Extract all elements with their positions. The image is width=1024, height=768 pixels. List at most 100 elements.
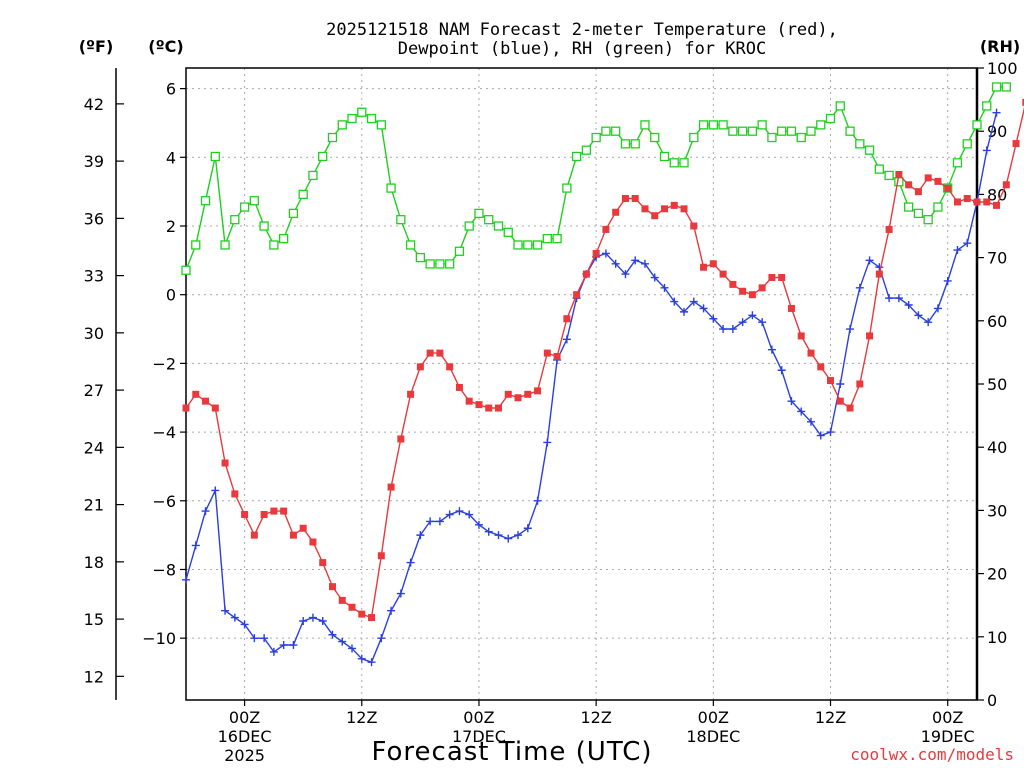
fahrenheit-tick-label: 18 — [84, 553, 104, 572]
fahrenheit-tick-label: 30 — [84, 324, 104, 343]
temperature-point — [748, 291, 756, 299]
temperature-point — [563, 315, 571, 323]
dewpoint-point — [387, 606, 396, 615]
dewpoint-point — [767, 345, 776, 354]
rh-point — [493, 221, 504, 231]
rh-point — [308, 170, 318, 181]
temperature-point — [934, 177, 942, 185]
temperature-point — [973, 198, 981, 206]
temperature-point — [260, 511, 268, 519]
dewpoint-point — [904, 301, 913, 309]
fahrenheit-tick-label: 15 — [84, 610, 104, 629]
dewpoint-point — [924, 318, 933, 327]
rh-point — [620, 139, 631, 149]
rh-point — [737, 126, 748, 136]
temperature-point — [729, 280, 737, 288]
rh-point — [279, 233, 289, 244]
dewpoint-point — [455, 507, 464, 516]
dewpoint-point — [699, 304, 708, 313]
rh-point — [210, 151, 220, 162]
rh-point — [933, 202, 943, 212]
fahrenheit-tick-label: 33 — [84, 267, 104, 286]
temperature-point — [524, 390, 532, 398]
rh-tick-label: 50 — [987, 375, 1007, 394]
time-tick-label: 00Z — [229, 708, 260, 727]
dewpoint-point — [992, 108, 1001, 117]
dewpoint-point — [348, 644, 357, 653]
rh-point — [347, 113, 357, 124]
temperature-point — [485, 404, 493, 412]
time-tick-label: 00Z — [463, 708, 494, 727]
rh-point — [728, 126, 738, 136]
rh-point — [591, 132, 601, 143]
source-credit: coolwx.com/models — [850, 745, 1014, 764]
temperature-point — [455, 383, 463, 391]
dewpoint-point — [738, 318, 747, 327]
rh-point — [318, 151, 328, 162]
celsius-tick-label: −2 — [152, 354, 176, 373]
rh-point — [864, 145, 875, 155]
dewpoint-point — [797, 407, 806, 416]
fahrenheit-tick-label: 27 — [84, 381, 104, 400]
dewpoint-point — [416, 531, 425, 540]
dewpoint-point — [328, 630, 337, 639]
rh-point — [952, 158, 963, 168]
temperature-point — [192, 390, 200, 398]
celsius-tick-label: 0 — [166, 286, 176, 305]
rh-point — [757, 120, 767, 130]
rh-point — [454, 246, 465, 256]
dewpoint-point — [250, 634, 259, 643]
temperature-point — [924, 174, 932, 182]
temperature-point — [358, 610, 366, 618]
temperature-point — [387, 483, 395, 491]
rh-tick-label: 30 — [987, 501, 1007, 520]
dewpoint-point — [357, 654, 366, 663]
rh-tick-label: 80 — [987, 185, 1007, 204]
rh-point — [396, 215, 406, 225]
dewpoint-point — [728, 325, 737, 334]
dewpoint-point — [806, 417, 815, 426]
temperature-point — [719, 270, 727, 278]
dewpoint-point — [279, 641, 288, 650]
rh-point — [181, 265, 191, 275]
rh-point — [327, 132, 338, 143]
rh-point — [903, 202, 914, 212]
rh-point — [611, 126, 621, 136]
rh-point — [777, 126, 787, 136]
temperature-point — [895, 170, 903, 178]
rh-point — [825, 113, 836, 124]
temperature-point — [377, 552, 385, 560]
temperature-point — [270, 507, 278, 515]
rh-point — [532, 240, 543, 250]
temperature-point — [963, 195, 971, 203]
date-label: 16DEC — [218, 727, 272, 746]
temperature-point — [514, 394, 522, 402]
fahrenheit-tick-label: 39 — [84, 152, 104, 171]
time-tick-label: 12Z — [580, 708, 611, 727]
temperature-point — [739, 287, 747, 295]
celsius-tick-label: −10 — [142, 629, 176, 648]
temperature-point — [182, 404, 190, 412]
rh-point — [425, 259, 435, 269]
dewpoint-point — [465, 510, 474, 519]
fahrenheit-axis: 42 39 36 33 30 27 24 21 18 15 12 — [84, 95, 124, 686]
dewpoint-point — [885, 294, 894, 303]
dewpoint-point — [308, 613, 317, 622]
dewpoint-series — [182, 108, 1001, 667]
temperature-point — [592, 249, 600, 257]
rh-point — [689, 132, 699, 143]
dewpoint-point — [406, 558, 415, 567]
rh-point — [357, 107, 367, 117]
temperature-point — [494, 404, 502, 412]
temperature-point — [758, 284, 766, 292]
rh-point — [894, 177, 904, 187]
dewpoint-point — [377, 634, 386, 643]
celsius-tick-label: −8 — [152, 560, 176, 579]
rh-point — [962, 139, 972, 149]
fahrenheit-unit-label: (ºF) — [79, 37, 114, 56]
rh-point — [571, 151, 582, 162]
rh-point — [679, 158, 689, 168]
rh-point — [874, 164, 884, 174]
dewpoint-point — [689, 297, 698, 306]
temperature-point — [836, 397, 844, 405]
